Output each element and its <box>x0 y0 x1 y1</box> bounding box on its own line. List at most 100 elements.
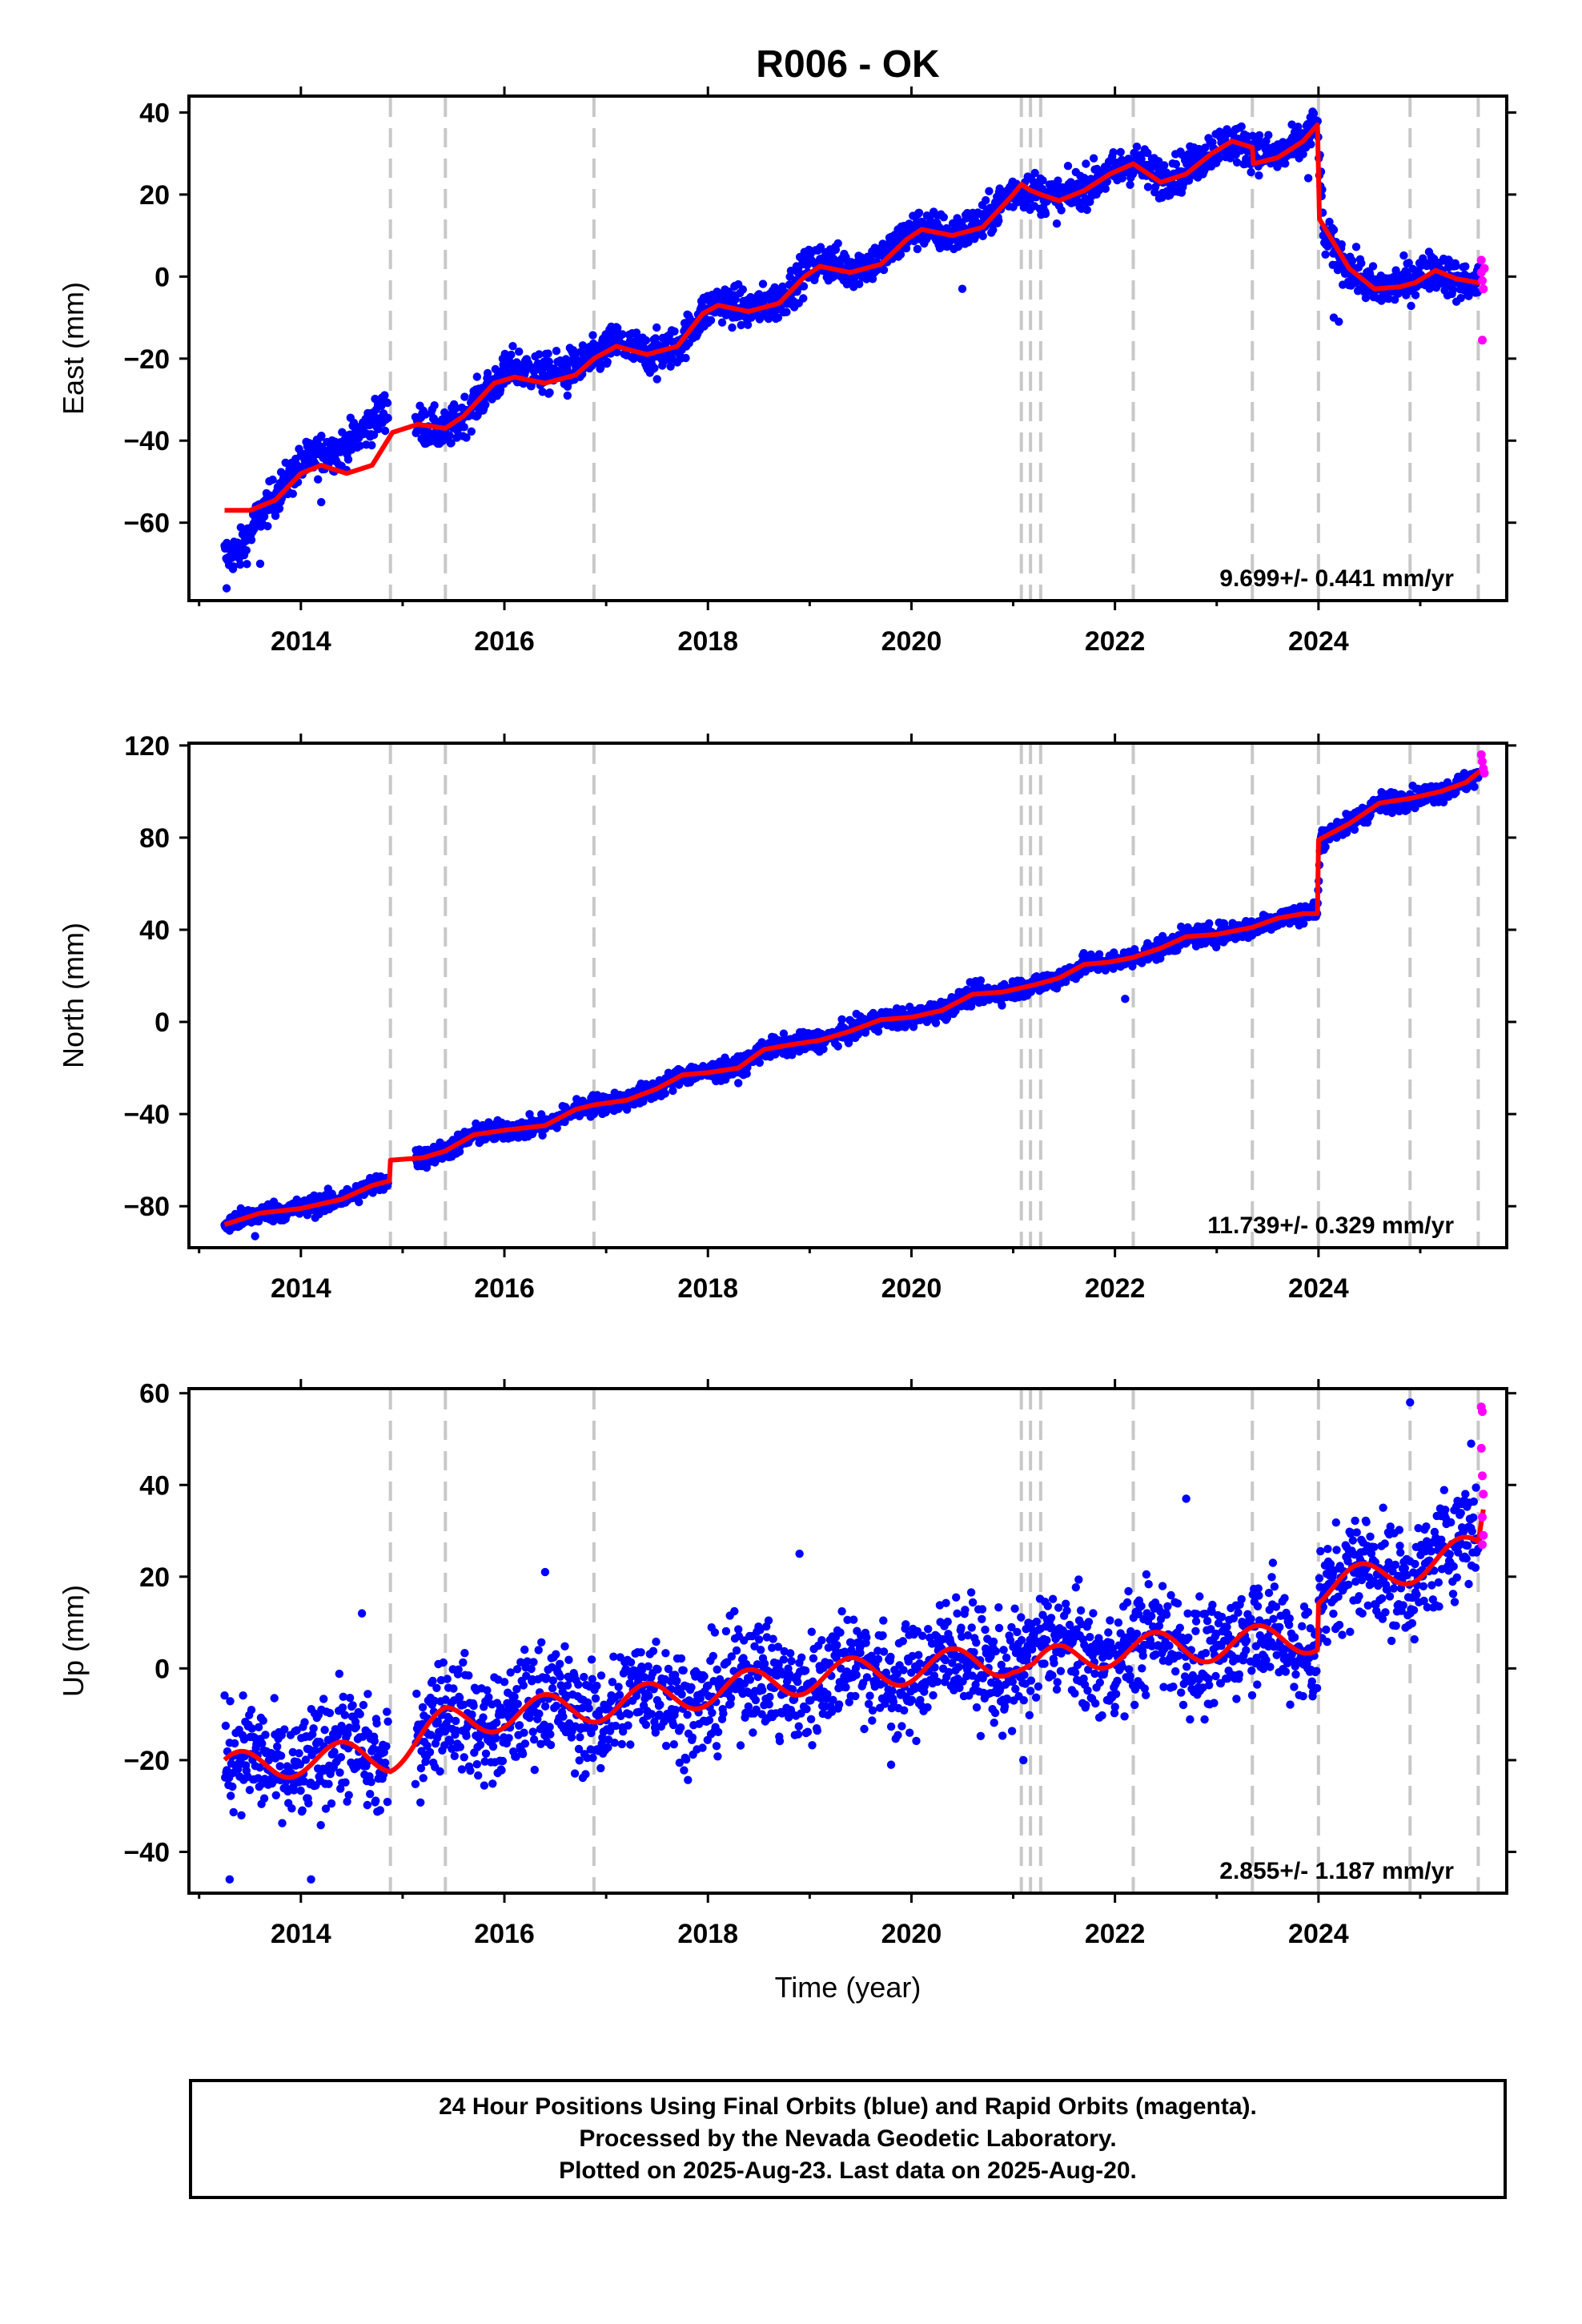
final-orbit-point <box>466 1766 475 1775</box>
final-orbit-point <box>1038 176 1047 185</box>
final-orbit-point <box>464 1671 473 1680</box>
final-orbit-point <box>552 347 561 356</box>
final-orbit-point <box>247 1706 256 1715</box>
final-orbit-point <box>544 349 552 358</box>
final-orbit-point <box>1237 122 1246 131</box>
final-orbit-point <box>568 346 578 355</box>
final-orbit-point <box>288 489 297 498</box>
final-orbit-point <box>1121 995 1130 1003</box>
x-tick-label: 2022 <box>1085 626 1146 657</box>
y-tick-label: −40 <box>123 426 170 456</box>
model-fit-line <box>224 122 1485 513</box>
final-orbit-point <box>1143 148 1152 158</box>
final-orbit-point <box>457 1765 467 1774</box>
final-orbit-point <box>758 279 768 288</box>
final-orbit-point <box>831 245 841 254</box>
x-tick-label: 2022 <box>1085 1273 1146 1304</box>
final-orbit-point <box>229 1807 238 1817</box>
rapid-orbit-point <box>1476 750 1486 759</box>
final-orbit-point <box>468 1710 476 1719</box>
final-orbit-point <box>1247 167 1255 177</box>
final-orbit-point <box>1215 154 1223 163</box>
final-orbit-point <box>484 1693 493 1702</box>
final-orbit-point <box>731 295 740 304</box>
final-orbit-point <box>1321 250 1330 259</box>
final-orbit-point <box>982 195 990 205</box>
final-orbit-point <box>359 1700 368 1710</box>
final-orbit-point <box>1299 150 1307 159</box>
final-orbit-point <box>469 1701 478 1711</box>
final-orbit-point <box>449 1684 458 1693</box>
final-orbit-point <box>618 330 627 339</box>
final-orbit-point <box>545 388 554 397</box>
rapid-orbit-point <box>1480 768 1489 778</box>
final-orbit-point <box>229 562 238 571</box>
final-orbit-point <box>728 323 737 332</box>
final-orbit-point <box>460 1753 468 1762</box>
final-orbit-point <box>372 1719 381 1728</box>
final-orbit-point <box>340 1711 349 1719</box>
final-orbit-point <box>228 1782 237 1791</box>
final-orbit-point <box>317 497 326 507</box>
final-orbit-point <box>339 1692 347 1701</box>
y-tick-label: −40 <box>123 1100 170 1130</box>
final-orbit-point <box>338 1703 347 1712</box>
final-orbit-point <box>978 231 987 240</box>
final-orbit-point <box>363 1690 372 1699</box>
final-orbit-point <box>641 336 651 345</box>
final-orbit-point <box>833 1042 842 1051</box>
final-orbit-point <box>1255 171 1263 180</box>
final-orbit-point <box>273 1742 282 1751</box>
final-orbit-point <box>1350 825 1359 834</box>
final-orbit-point <box>520 1132 529 1142</box>
y-tick-label: −60 <box>123 509 170 539</box>
final-orbit-point <box>452 1726 461 1735</box>
y-tick-label: 40 <box>139 98 170 128</box>
y-axis-label: North (mm) <box>57 923 90 1068</box>
final-orbit-point <box>651 334 660 343</box>
final-orbit-point <box>661 1089 669 1098</box>
final-orbit-point <box>819 1044 828 1054</box>
final-orbit-point <box>374 424 383 433</box>
final-orbit-point <box>958 284 967 293</box>
rapid-orbit-point <box>1479 284 1488 294</box>
final-orbit-point <box>1089 154 1098 163</box>
y-tick-label: 0 <box>155 262 170 292</box>
final-orbit-point <box>316 1820 325 1830</box>
final-orbit-point <box>261 1731 270 1739</box>
rapid-orbit-point <box>1477 275 1487 285</box>
final-orbit-point <box>242 546 251 555</box>
final-orbit-point <box>799 282 809 291</box>
panel-frame <box>187 742 1508 1249</box>
final-orbit-points <box>220 767 1483 1240</box>
final-orbit-point <box>734 1079 743 1088</box>
final-orbit-point <box>367 1778 375 1787</box>
final-orbit-point <box>544 357 554 366</box>
final-orbit-point <box>472 372 481 381</box>
final-orbit-point <box>474 1771 483 1780</box>
final-orbit-point <box>317 443 327 452</box>
final-orbit-point <box>868 275 877 283</box>
final-orbit-point <box>488 1779 497 1788</box>
final-orbit-point <box>333 1731 342 1740</box>
final-orbit-point <box>681 353 690 363</box>
final-orbit-point <box>1255 131 1264 140</box>
final-orbit-point <box>222 584 231 593</box>
final-orbit-point <box>367 440 376 450</box>
final-orbit-point <box>255 559 265 569</box>
final-orbit-point <box>462 1731 471 1740</box>
rapid-orbit-point <box>1477 757 1487 766</box>
final-orbit-point <box>588 331 597 340</box>
final-orbit-point <box>296 1786 305 1795</box>
x-tick-label: 2014 <box>271 1273 331 1304</box>
panel-east: 2014 2016 2018 2020 2022 2024−60−40−2002040Ea… <box>57 86 1516 657</box>
final-orbit-point <box>737 320 745 330</box>
y-tick-label: 20 <box>139 180 170 211</box>
final-orbit-point <box>355 1710 364 1719</box>
x-tick-label: 2018 <box>677 1273 738 1304</box>
final-orbit-point <box>254 1217 263 1226</box>
final-orbit-point <box>488 1742 498 1751</box>
final-orbit-point <box>355 1197 363 1207</box>
final-orbit-point <box>1439 798 1448 806</box>
final-orbit-point <box>278 1819 287 1827</box>
